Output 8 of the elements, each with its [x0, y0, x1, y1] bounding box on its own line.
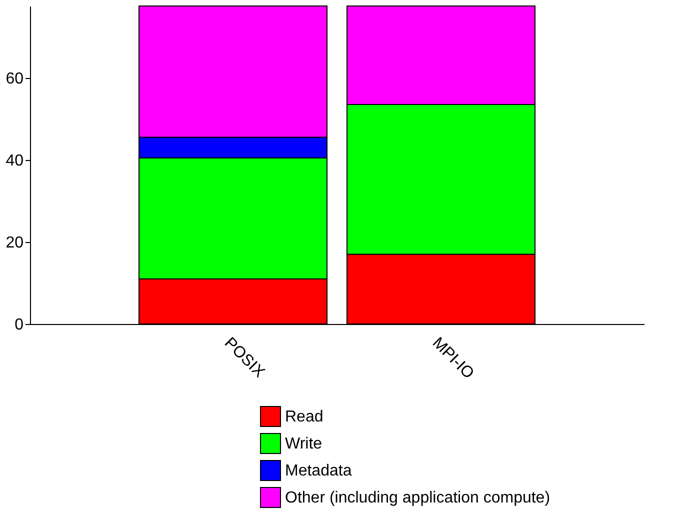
y-tick-label: 60 [6, 70, 24, 88]
y-tick-label: 40 [6, 152, 24, 170]
y-tick-label: 0 [14, 316, 24, 334]
legend-label: Read [285, 408, 324, 426]
legend-label: Write [285, 436, 322, 452]
legend-label: Metadata [285, 462, 352, 480]
legend-label: Other (including application compute) [285, 490, 550, 506]
y-tick-label: 20 [6, 234, 24, 252]
